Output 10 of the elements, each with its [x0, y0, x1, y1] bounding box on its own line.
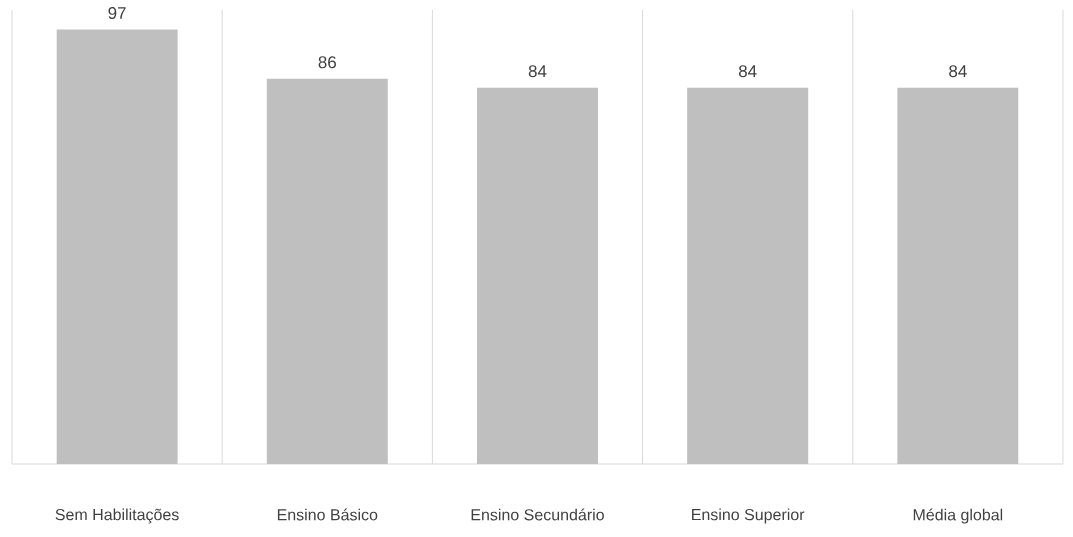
- data-label: 84: [949, 65, 967, 78]
- x-tick-label: Ensino Secundário: [471, 508, 604, 521]
- x-tick-label: Sem Habilitações: [55, 508, 179, 524]
- data-label: 84: [528, 65, 547, 78]
- data-label: 86: [318, 56, 336, 69]
- data-label: 97: [108, 6, 126, 20]
- data-label: 84: [738, 65, 757, 78]
- x-tick-label: Média global: [913, 508, 1003, 524]
- x-tick-label: Ensino Básico: [277, 508, 378, 521]
- x-tick-label: Ensino Superior: [692, 508, 805, 524]
